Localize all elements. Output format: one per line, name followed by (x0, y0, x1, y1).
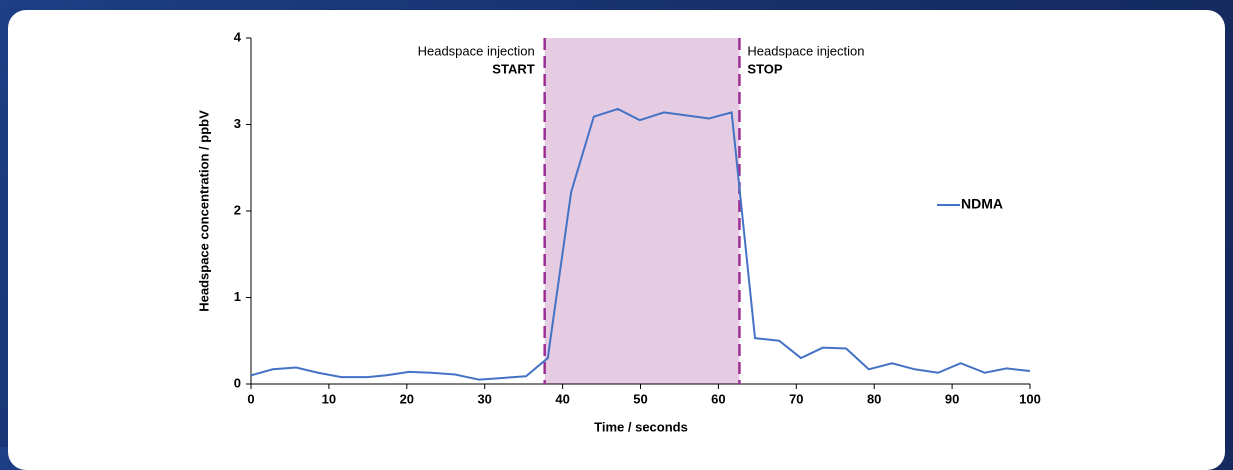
y-tick-label: 0 (234, 375, 241, 390)
x-tick-label: 70 (789, 391, 803, 406)
x-tick-label: 20 (400, 391, 414, 406)
x-tick-label: 60 (711, 391, 725, 406)
x-tick-label: 50 (633, 391, 647, 406)
x-tick-label: 80 (867, 391, 881, 406)
x-tick-label: 30 (477, 391, 491, 406)
marker-text: Headspace injection (747, 43, 864, 58)
y-tick-label: 3 (234, 116, 241, 131)
injection-region (544, 38, 740, 384)
y-tick-label: 4 (234, 29, 242, 44)
x-tick-label: 0 (247, 391, 254, 406)
x-tick-label: 10 (322, 391, 336, 406)
chart: Time / seconds Headspace concentration /… (196, 29, 1041, 434)
x-tick-label: 90 (945, 391, 959, 406)
x-axis-label: Time / seconds (594, 419, 688, 434)
y-axis-label: Headspace concentration / ppbV (196, 110, 211, 312)
y-tick-label: 2 (234, 202, 241, 217)
data-line (250, 107, 1031, 381)
x-tick-label: 40 (555, 391, 569, 406)
marker-label: STOP (747, 61, 782, 76)
legend-label: NDMA (961, 196, 1003, 212)
page: Time / seconds Headspace concentration /… (0, 0, 1233, 447)
y-tick-label: 1 (234, 289, 241, 304)
marker-text: Headspace injection (418, 43, 535, 58)
x-tick-label: 100 (1019, 391, 1041, 406)
marker-label: START (492, 61, 534, 76)
